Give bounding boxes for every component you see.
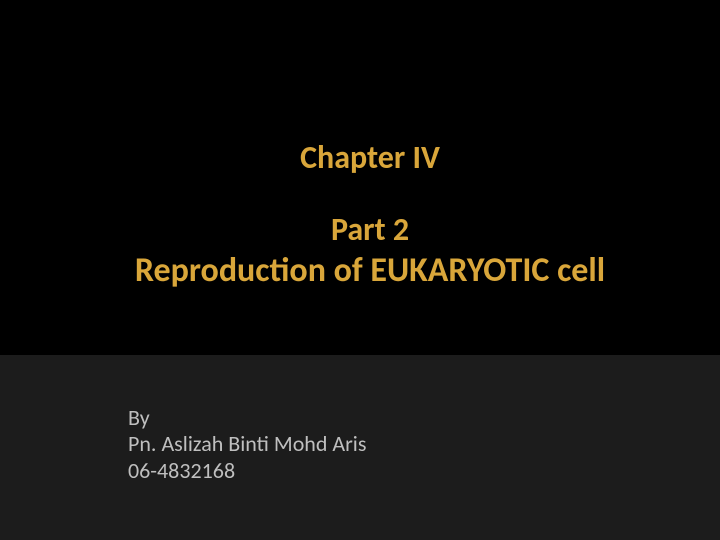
subtitle-label: Reproduction of EUKARYOTIC cell [100, 250, 640, 293]
by-label: By [128, 405, 588, 431]
slide: Chapter IV Part 2 Reproduction of EUKARY… [0, 0, 720, 540]
part-label: Part 2 [100, 210, 640, 250]
author-name: Pn. Aslizah Binti Mohd Aris [128, 431, 588, 457]
chapter-label: Chapter IV [100, 138, 640, 178]
author-phone: 06-4832168 [128, 458, 588, 484]
title-block: Chapter IV Part 2 Reproduction of EUKARY… [100, 138, 640, 293]
author-block: By Pn. Aslizah Binti Mohd Aris 06-483216… [128, 405, 588, 484]
